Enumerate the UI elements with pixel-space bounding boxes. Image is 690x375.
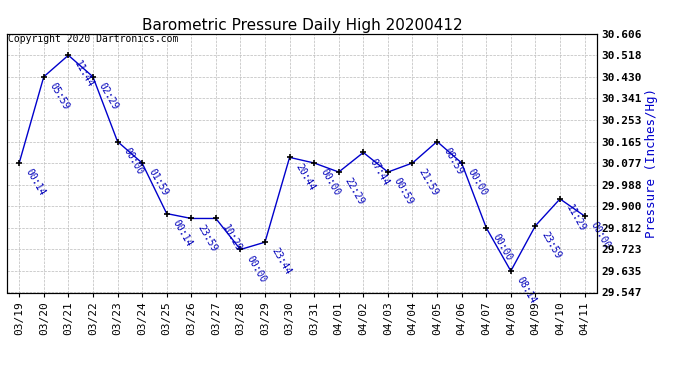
Text: 08:59: 08:59 xyxy=(441,146,464,176)
Text: 00:14: 00:14 xyxy=(171,218,194,248)
Text: 00:59: 00:59 xyxy=(392,176,415,207)
Text: 11:44: 11:44 xyxy=(72,59,96,90)
Text: 10:29: 10:29 xyxy=(220,223,244,253)
Text: 22:29: 22:29 xyxy=(343,176,366,207)
Text: 23:44: 23:44 xyxy=(269,246,293,277)
Text: 08:14: 08:14 xyxy=(515,275,538,306)
Text: 07:44: 07:44 xyxy=(368,157,391,187)
Text: 01:59: 01:59 xyxy=(146,167,170,198)
Text: 00:14: 00:14 xyxy=(23,167,47,198)
Text: 00:00: 00:00 xyxy=(121,146,145,176)
Y-axis label: Pressure (Inches/Hg): Pressure (Inches/Hg) xyxy=(645,88,658,238)
Text: 00:00: 00:00 xyxy=(466,167,489,198)
Text: Copyright 2020 Dartronics.com: Copyright 2020 Dartronics.com xyxy=(8,34,179,44)
Text: 20:44: 20:44 xyxy=(294,162,317,192)
Text: 00:00: 00:00 xyxy=(491,232,514,262)
Text: 00:00: 00:00 xyxy=(589,220,612,251)
Text: 21:59: 21:59 xyxy=(417,167,440,198)
Text: 02:29: 02:29 xyxy=(97,81,121,111)
Text: 23:59: 23:59 xyxy=(195,223,219,253)
Text: 00:00: 00:00 xyxy=(318,167,342,198)
Text: 05:59: 05:59 xyxy=(48,81,71,111)
Text: 11:29: 11:29 xyxy=(564,203,587,234)
Title: Barometric Pressure Daily High 20200412: Barometric Pressure Daily High 20200412 xyxy=(141,18,462,33)
Text: 00:00: 00:00 xyxy=(244,254,268,284)
Text: 23:59: 23:59 xyxy=(540,230,563,260)
